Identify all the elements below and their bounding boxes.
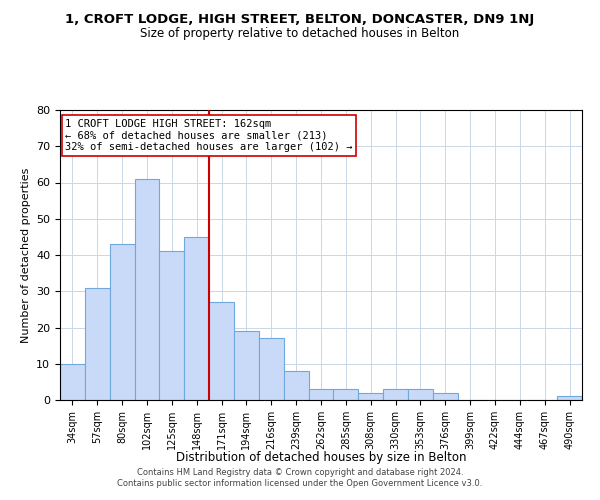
Bar: [234, 331, 259, 400]
Bar: [433, 393, 458, 400]
Bar: [160, 252, 184, 400]
Bar: [184, 237, 209, 400]
Bar: [557, 396, 582, 400]
Bar: [358, 393, 383, 400]
Bar: [259, 338, 284, 400]
Bar: [134, 179, 160, 400]
Bar: [408, 389, 433, 400]
Bar: [60, 364, 85, 400]
Bar: [85, 288, 110, 400]
Bar: [383, 389, 408, 400]
Bar: [110, 244, 134, 400]
Text: Size of property relative to detached houses in Belton: Size of property relative to detached ho…: [140, 28, 460, 40]
Bar: [334, 389, 358, 400]
Y-axis label: Number of detached properties: Number of detached properties: [20, 168, 31, 342]
Text: 1 CROFT LODGE HIGH STREET: 162sqm
← 68% of detached houses are smaller (213)
32%: 1 CROFT LODGE HIGH STREET: 162sqm ← 68% …: [65, 118, 353, 152]
Bar: [209, 302, 234, 400]
Text: 1, CROFT LODGE, HIGH STREET, BELTON, DONCASTER, DN9 1NJ: 1, CROFT LODGE, HIGH STREET, BELTON, DON…: [65, 12, 535, 26]
Text: Distribution of detached houses by size in Belton: Distribution of detached houses by size …: [176, 451, 466, 464]
Bar: [284, 371, 308, 400]
Bar: [308, 389, 334, 400]
Text: Contains HM Land Registry data © Crown copyright and database right 2024.
Contai: Contains HM Land Registry data © Crown c…: [118, 468, 482, 487]
